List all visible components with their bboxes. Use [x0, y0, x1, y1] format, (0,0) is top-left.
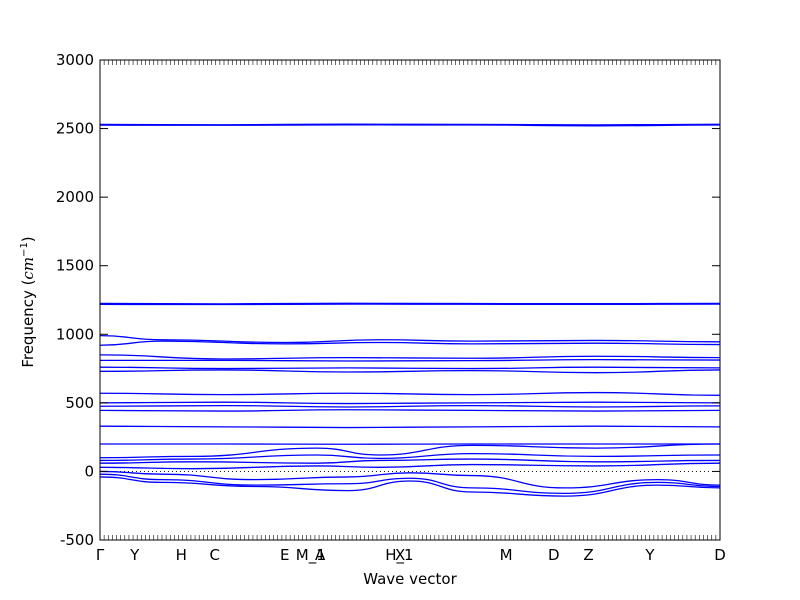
x-tick-label: E: [280, 546, 289, 564]
band-line-19: [99, 458, 721, 464]
x-tick-label: H_1: [385, 546, 413, 565]
x-tick-label: M_1: [296, 546, 326, 565]
y-tick-label: 3000: [56, 51, 94, 69]
band-line-10: [99, 369, 721, 374]
y-tick-label: 1500: [56, 257, 94, 275]
x-tick-label: X: [395, 546, 405, 564]
band-line-23: [99, 476, 721, 497]
x-tick-label: M: [500, 546, 513, 564]
x-tick-label: Y: [644, 546, 655, 564]
x-tick-label: D: [548, 546, 560, 564]
x-tick-label: Γ: [96, 546, 105, 564]
y-tick-label: 1000: [56, 325, 94, 343]
x-axis-label: Wave vector: [363, 570, 457, 588]
band-line-5: [99, 335, 721, 344]
y-tick-label: 0: [84, 462, 94, 480]
x-tick-label: Y: [129, 546, 140, 564]
x-axis: Γ Y H C E M_1A H_1X M D Z Y D: [96, 60, 726, 565]
x-tick-label: D: [714, 546, 726, 564]
plot-frame: [99, 59, 721, 541]
x-tick-label: A: [315, 546, 326, 564]
band-line-12: [99, 401, 721, 405]
band-line-13: [99, 404, 721, 408]
y-tick-label: 500: [65, 394, 94, 412]
band-line-6: [99, 340, 721, 346]
band-line-14: [99, 409, 721, 412]
band-line-22: [99, 473, 721, 495]
band-line-7: [99, 354, 721, 360]
band-line-20: [99, 462, 721, 470]
band-line-15: [99, 425, 721, 429]
x-tick-label: C: [209, 546, 219, 564]
band-line-8: [99, 359, 721, 362]
band-line-3: [99, 302, 721, 305]
band-line-2: [99, 124, 721, 127]
band-line-18: [99, 452, 721, 462]
band-line-21: [99, 470, 721, 489]
band-line-11: [99, 391, 721, 396]
y-axis-label: Frequency (cm−1): [19, 236, 37, 367]
x-tick-label: Z: [583, 546, 593, 564]
plot-area: [99, 123, 721, 497]
band-line-17: [99, 443, 721, 459]
y-tick-label: 2500: [56, 120, 94, 138]
band-line-9: [99, 366, 721, 370]
y-axis: -500 0 500 1000 1500 2000 2500 3000: [56, 51, 720, 549]
y-tick-label: 2000: [56, 188, 94, 206]
x-tick-label: H: [176, 546, 187, 564]
y-tick-label: -500: [60, 531, 94, 549]
